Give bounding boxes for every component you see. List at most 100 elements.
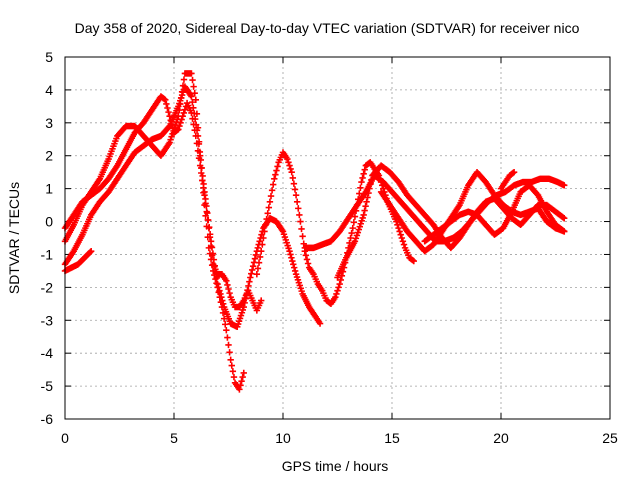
plot-frame	[64, 56, 611, 420]
data-point	[208, 244, 216, 251]
x-tick-label: 15	[384, 430, 400, 446]
data-point	[192, 121, 200, 128]
data-point	[290, 180, 298, 187]
data-point	[286, 162, 293, 169]
data-point	[396, 228, 403, 235]
y-tick-label: -5	[41, 378, 54, 394]
data-point	[216, 287, 223, 294]
x-tick-label: 10	[275, 430, 291, 446]
x-tick-label: 5	[170, 430, 178, 446]
data-point	[162, 96, 169, 103]
data-point	[272, 171, 279, 178]
data-point	[273, 167, 280, 174]
data-point	[561, 182, 568, 189]
x-tick-label: 20	[493, 430, 509, 446]
data-point	[202, 195, 209, 203]
data-point	[226, 289, 233, 297]
data-point	[509, 169, 517, 177]
data-point	[224, 334, 231, 341]
data-point	[245, 282, 252, 290]
data-point	[363, 198, 370, 205]
series-track	[377, 168, 568, 255]
data-point	[362, 202, 369, 210]
data-point	[237, 382, 244, 389]
data-point	[295, 205, 302, 212]
data-point	[336, 280, 343, 288]
data-point	[265, 204, 273, 211]
data-point	[212, 275, 219, 283]
data-point	[291, 186, 299, 193]
data-point	[292, 192, 300, 199]
data-point	[209, 250, 217, 257]
data-point	[164, 104, 171, 112]
data-point	[269, 181, 277, 188]
data-point	[87, 248, 94, 256]
data-point	[291, 267, 299, 275]
data-point	[400, 241, 408, 248]
data-point	[205, 216, 212, 224]
data-point	[409, 257, 416, 264]
series-track	[61, 247, 95, 275]
data-point	[264, 210, 271, 217]
y-tick-label: 3	[45, 115, 53, 131]
data-point	[210, 256, 218, 263]
data-point	[349, 224, 356, 232]
data-point	[163, 100, 170, 108]
grid-layer	[65, 57, 610, 419]
data-point	[236, 386, 243, 393]
data-point	[561, 215, 568, 222]
data-point	[256, 238, 263, 245]
data-point	[258, 297, 265, 304]
data-point	[299, 233, 306, 240]
data-point	[211, 262, 218, 269]
data-point	[175, 126, 182, 133]
data-point	[205, 223, 213, 231]
data-point	[271, 175, 278, 182]
data-point	[240, 369, 247, 377]
x-axis-title: GPS time / hours	[282, 458, 389, 474]
data-point	[259, 241, 266, 248]
data-point	[359, 174, 366, 182]
y-tick-label: 1	[45, 181, 53, 197]
data-point	[380, 185, 387, 192]
series-track	[61, 70, 247, 393]
data-point	[289, 257, 296, 265]
data-point	[350, 219, 358, 226]
data-point	[365, 189, 372, 197]
data-point	[254, 265, 262, 272]
data-point	[335, 284, 342, 291]
data-point	[197, 156, 204, 164]
data-point	[395, 224, 402, 232]
data-point	[254, 244, 261, 252]
data-point	[291, 264, 298, 271]
chart-title: Day 358 of 2020, Sidereal Day-to-day VTE…	[75, 20, 580, 36]
data-point	[204, 209, 211, 217]
data-point	[223, 277, 230, 284]
y-axis-title: SDTVAR / TECUs	[6, 182, 22, 294]
y-tick-label: -3	[41, 312, 54, 328]
data-point	[356, 190, 363, 197]
data-point	[262, 221, 269, 229]
data-point	[206, 231, 214, 238]
data-point	[366, 185, 373, 192]
data-point	[178, 116, 185, 123]
data-point	[260, 234, 267, 242]
data-point	[226, 349, 233, 356]
axes: 0 5 10 15 20 25 -6 -5 -4 -3 -2 -1 0 1 2 3 4 5	[41, 49, 618, 446]
data-point	[241, 299, 248, 307]
y-tick-label: 2	[45, 148, 53, 164]
x-tick-label: 0	[61, 430, 69, 446]
data-point	[397, 231, 404, 238]
data-point	[230, 373, 238, 381]
data-point	[222, 321, 229, 328]
data-point	[399, 238, 407, 245]
data-point	[218, 294, 225, 301]
data-point	[258, 247, 265, 255]
data-point	[212, 268, 219, 276]
data-point	[200, 180, 207, 188]
data-point	[193, 127, 201, 134]
data-point	[166, 113, 173, 120]
data-point	[510, 168, 518, 176]
data-point	[220, 300, 227, 308]
